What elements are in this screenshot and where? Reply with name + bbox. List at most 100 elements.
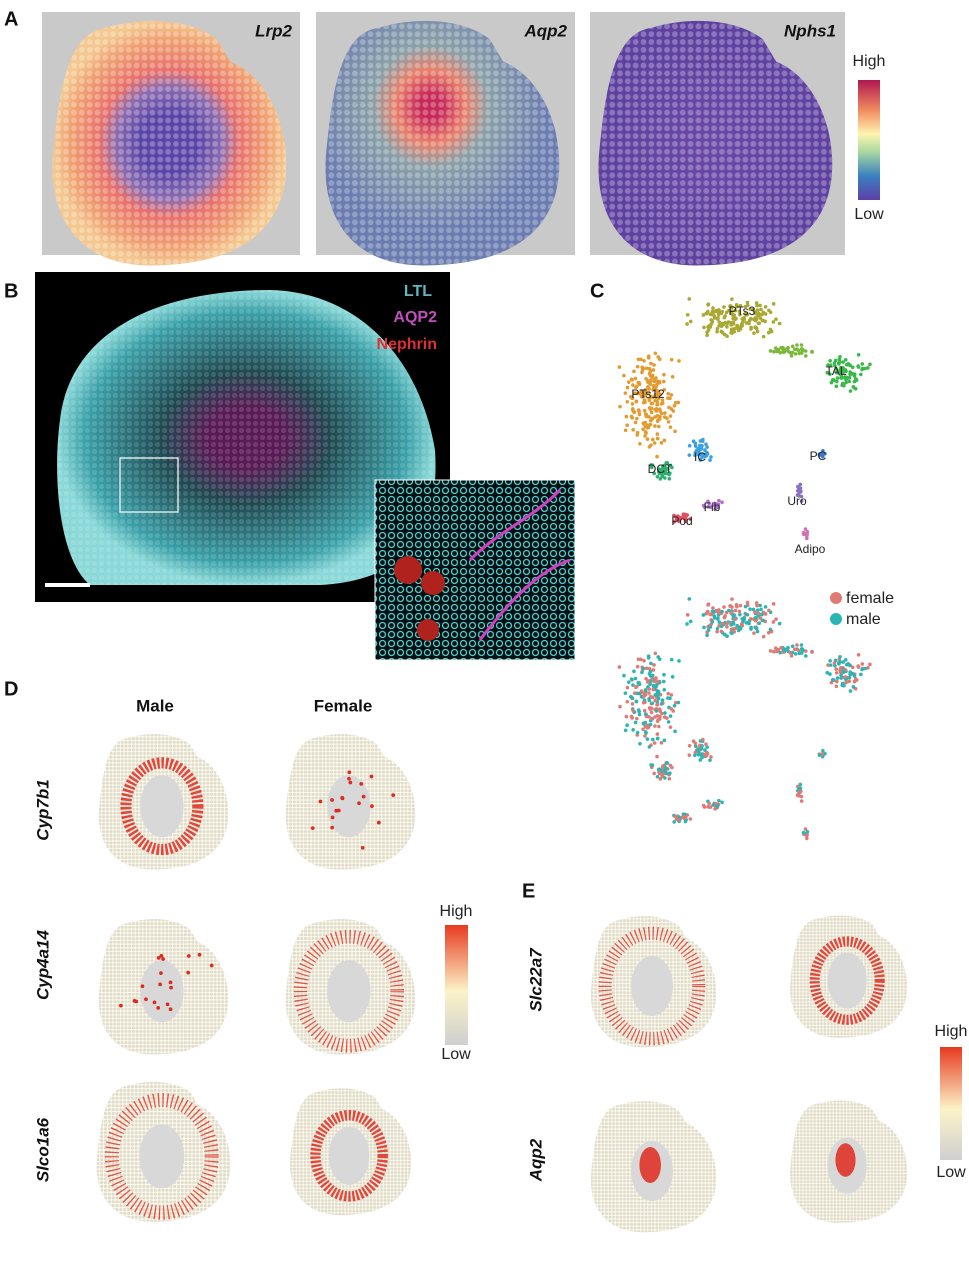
umap-point bbox=[789, 654, 794, 658]
umap-point bbox=[733, 308, 738, 313]
umap-point bbox=[658, 777, 663, 781]
umap-point bbox=[786, 345, 790, 350]
umap-point bbox=[641, 400, 646, 405]
umap-point bbox=[693, 453, 697, 458]
umap-point bbox=[841, 360, 845, 364]
umap-point bbox=[866, 666, 870, 670]
umap-point bbox=[625, 423, 629, 427]
umap-point bbox=[771, 602, 776, 606]
umap-point bbox=[843, 358, 848, 362]
umap-point bbox=[662, 387, 667, 392]
umap-point bbox=[839, 673, 843, 678]
umap-point bbox=[797, 787, 801, 791]
umap-point bbox=[652, 379, 657, 384]
umap-point bbox=[702, 625, 706, 630]
umap-point bbox=[753, 616, 758, 620]
umap-point bbox=[755, 603, 759, 608]
umap-point bbox=[665, 416, 669, 420]
umap-point bbox=[708, 612, 712, 617]
umap-point bbox=[668, 725, 673, 729]
umap-point bbox=[805, 832, 809, 837]
umap-point bbox=[706, 603, 710, 607]
scale-low: Low bbox=[854, 206, 884, 223]
umap-point bbox=[630, 402, 635, 406]
gene-label: Lrp2 bbox=[255, 21, 292, 40]
umap-point bbox=[655, 402, 660, 407]
umap-point bbox=[660, 474, 664, 479]
umap-point bbox=[617, 365, 622, 369]
umap-point bbox=[659, 702, 664, 706]
umap-point bbox=[641, 422, 646, 426]
umap-point bbox=[704, 442, 708, 447]
umap-point bbox=[632, 391, 637, 396]
umap-point bbox=[844, 680, 848, 685]
umap-point bbox=[631, 383, 635, 387]
umap-point bbox=[725, 321, 730, 326]
umap-point bbox=[730, 605, 734, 609]
umap-point bbox=[626, 680, 631, 684]
umap-point bbox=[725, 325, 729, 329]
umap-point bbox=[706, 628, 711, 632]
umap-point bbox=[639, 389, 644, 393]
umap-point bbox=[838, 354, 842, 359]
umap-point bbox=[795, 343, 799, 347]
umap-plot bbox=[617, 297, 872, 841]
umap-point bbox=[650, 395, 655, 400]
umap-point bbox=[852, 379, 857, 384]
spot bbox=[209, 963, 214, 968]
umap-point bbox=[731, 320, 736, 325]
tissue-map bbox=[98, 734, 229, 870]
umap-point bbox=[631, 728, 635, 732]
umap-point bbox=[654, 376, 658, 380]
umap-point bbox=[799, 799, 804, 803]
umap-point bbox=[687, 443, 692, 448]
umap-point bbox=[653, 698, 658, 703]
umap-point bbox=[645, 437, 650, 441]
umap-point bbox=[693, 744, 698, 748]
umap-point bbox=[796, 348, 801, 353]
umap-point bbox=[655, 393, 660, 397]
umap-point bbox=[733, 617, 738, 621]
umap-point bbox=[659, 402, 664, 406]
spot bbox=[156, 956, 161, 960]
umap-point bbox=[715, 326, 720, 331]
umap-point bbox=[797, 490, 801, 494]
umap-point bbox=[634, 699, 639, 704]
tissue-map bbox=[285, 919, 416, 1055]
umap-point bbox=[759, 307, 763, 312]
umap-point bbox=[844, 380, 848, 385]
umap-point bbox=[635, 364, 640, 369]
spot bbox=[347, 776, 351, 781]
umap-point bbox=[646, 379, 650, 383]
tissue-map bbox=[42, 12, 300, 266]
umap-point bbox=[779, 346, 783, 350]
umap-point bbox=[755, 629, 760, 634]
spot bbox=[186, 970, 191, 975]
umap-point bbox=[835, 679, 839, 684]
umap-point bbox=[841, 660, 845, 664]
umap-point bbox=[691, 739, 696, 744]
umap-point bbox=[655, 454, 659, 459]
umap-point bbox=[637, 712, 642, 717]
umap-point bbox=[768, 327, 773, 332]
umap-point bbox=[666, 396, 670, 400]
umap-point bbox=[738, 303, 743, 308]
stain-label: Nephrin bbox=[377, 336, 437, 353]
core bbox=[631, 956, 673, 1016]
tissue-map bbox=[285, 734, 416, 870]
umap-point bbox=[655, 389, 660, 394]
umap-point bbox=[655, 774, 660, 779]
umap-point bbox=[706, 328, 711, 332]
umap-point bbox=[647, 714, 651, 719]
umap-point bbox=[651, 737, 655, 742]
umap-point bbox=[662, 438, 667, 443]
umap-point bbox=[669, 693, 674, 697]
spot bbox=[330, 815, 335, 820]
umap-point bbox=[753, 610, 757, 614]
column-label: Male bbox=[136, 696, 174, 715]
umap-point bbox=[666, 391, 671, 396]
umap-point bbox=[623, 391, 628, 395]
umap-point bbox=[771, 620, 776, 624]
spot bbox=[340, 795, 345, 800]
umap-point bbox=[743, 304, 748, 309]
